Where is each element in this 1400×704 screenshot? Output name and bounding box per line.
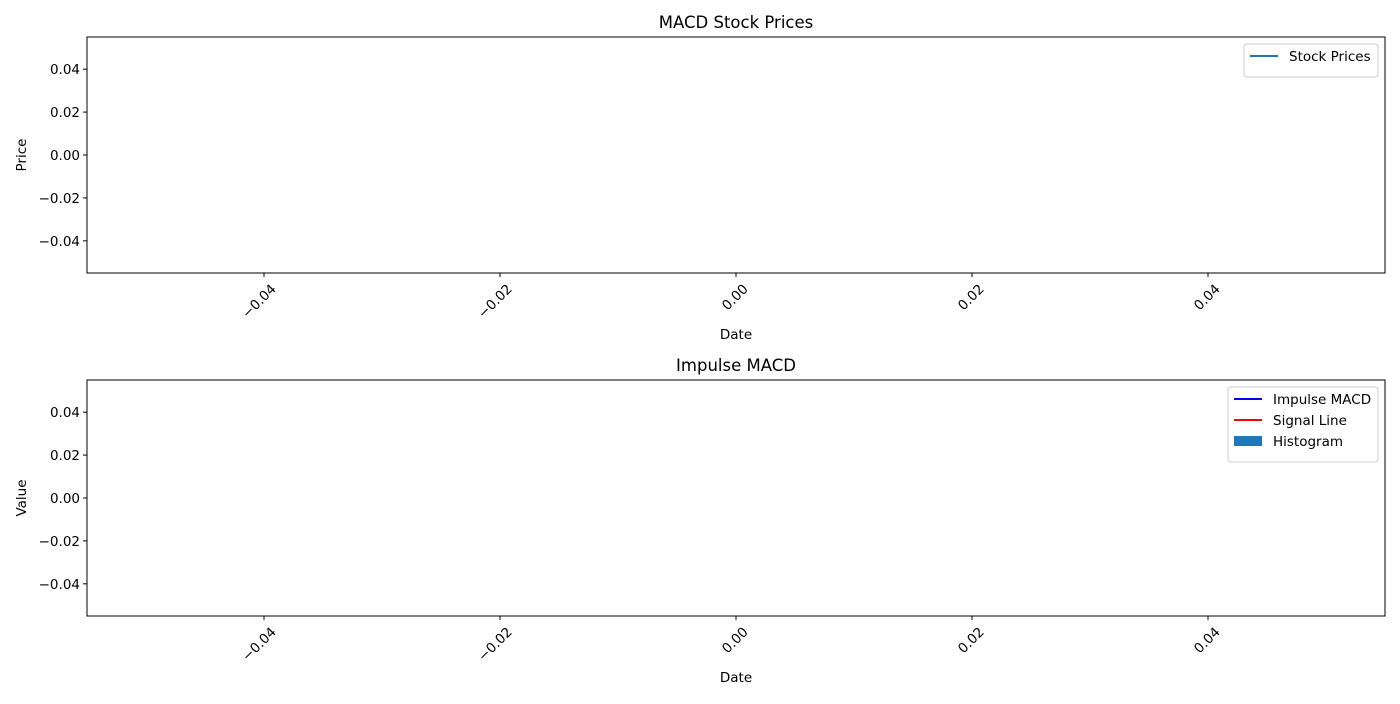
y-tick-label: −0.04: [39, 577, 80, 593]
legend: Stock Prices: [1243, 43, 1379, 78]
legend-swatch-3: [1234, 436, 1262, 446]
y-axis-label: Value: [14, 479, 30, 516]
y-tick-label: 0.02: [50, 448, 80, 464]
chart-title: MACD Stock Prices: [659, 13, 813, 32]
y-tick-label: −0.02: [39, 191, 80, 207]
legend-box: [1243, 43, 1379, 78]
y-tick-label: 0.04: [50, 405, 80, 421]
x-axis-label: Date: [720, 327, 752, 343]
y-tick-label: 0.00: [50, 148, 80, 164]
y-tick-label: −0.02: [39, 534, 80, 550]
y-tick-label: 0.04: [50, 62, 80, 78]
chart-panel-2: Impulse MACD0.040.020.00−0.02−0.04−0.04−…: [14, 356, 1386, 686]
legend-entry-1: Impulse MACD: [1273, 392, 1371, 408]
x-axis-label: Date: [720, 670, 752, 686]
legend-box: [1227, 386, 1379, 463]
legend: Impulse MACD Signal Line Histogram: [1227, 386, 1379, 463]
y-axis-label: Price: [14, 139, 30, 172]
chart-title: Impulse MACD: [676, 356, 796, 375]
legend-entry-1: Stock Prices: [1289, 49, 1371, 65]
y-tick-label: 0.00: [50, 491, 80, 507]
legend-entry-2: Signal Line: [1273, 413, 1347, 429]
y-tick-label: 0.02: [50, 105, 80, 121]
legend-entry-3: Histogram: [1273, 434, 1343, 450]
y-tick-label: −0.04: [39, 234, 80, 250]
